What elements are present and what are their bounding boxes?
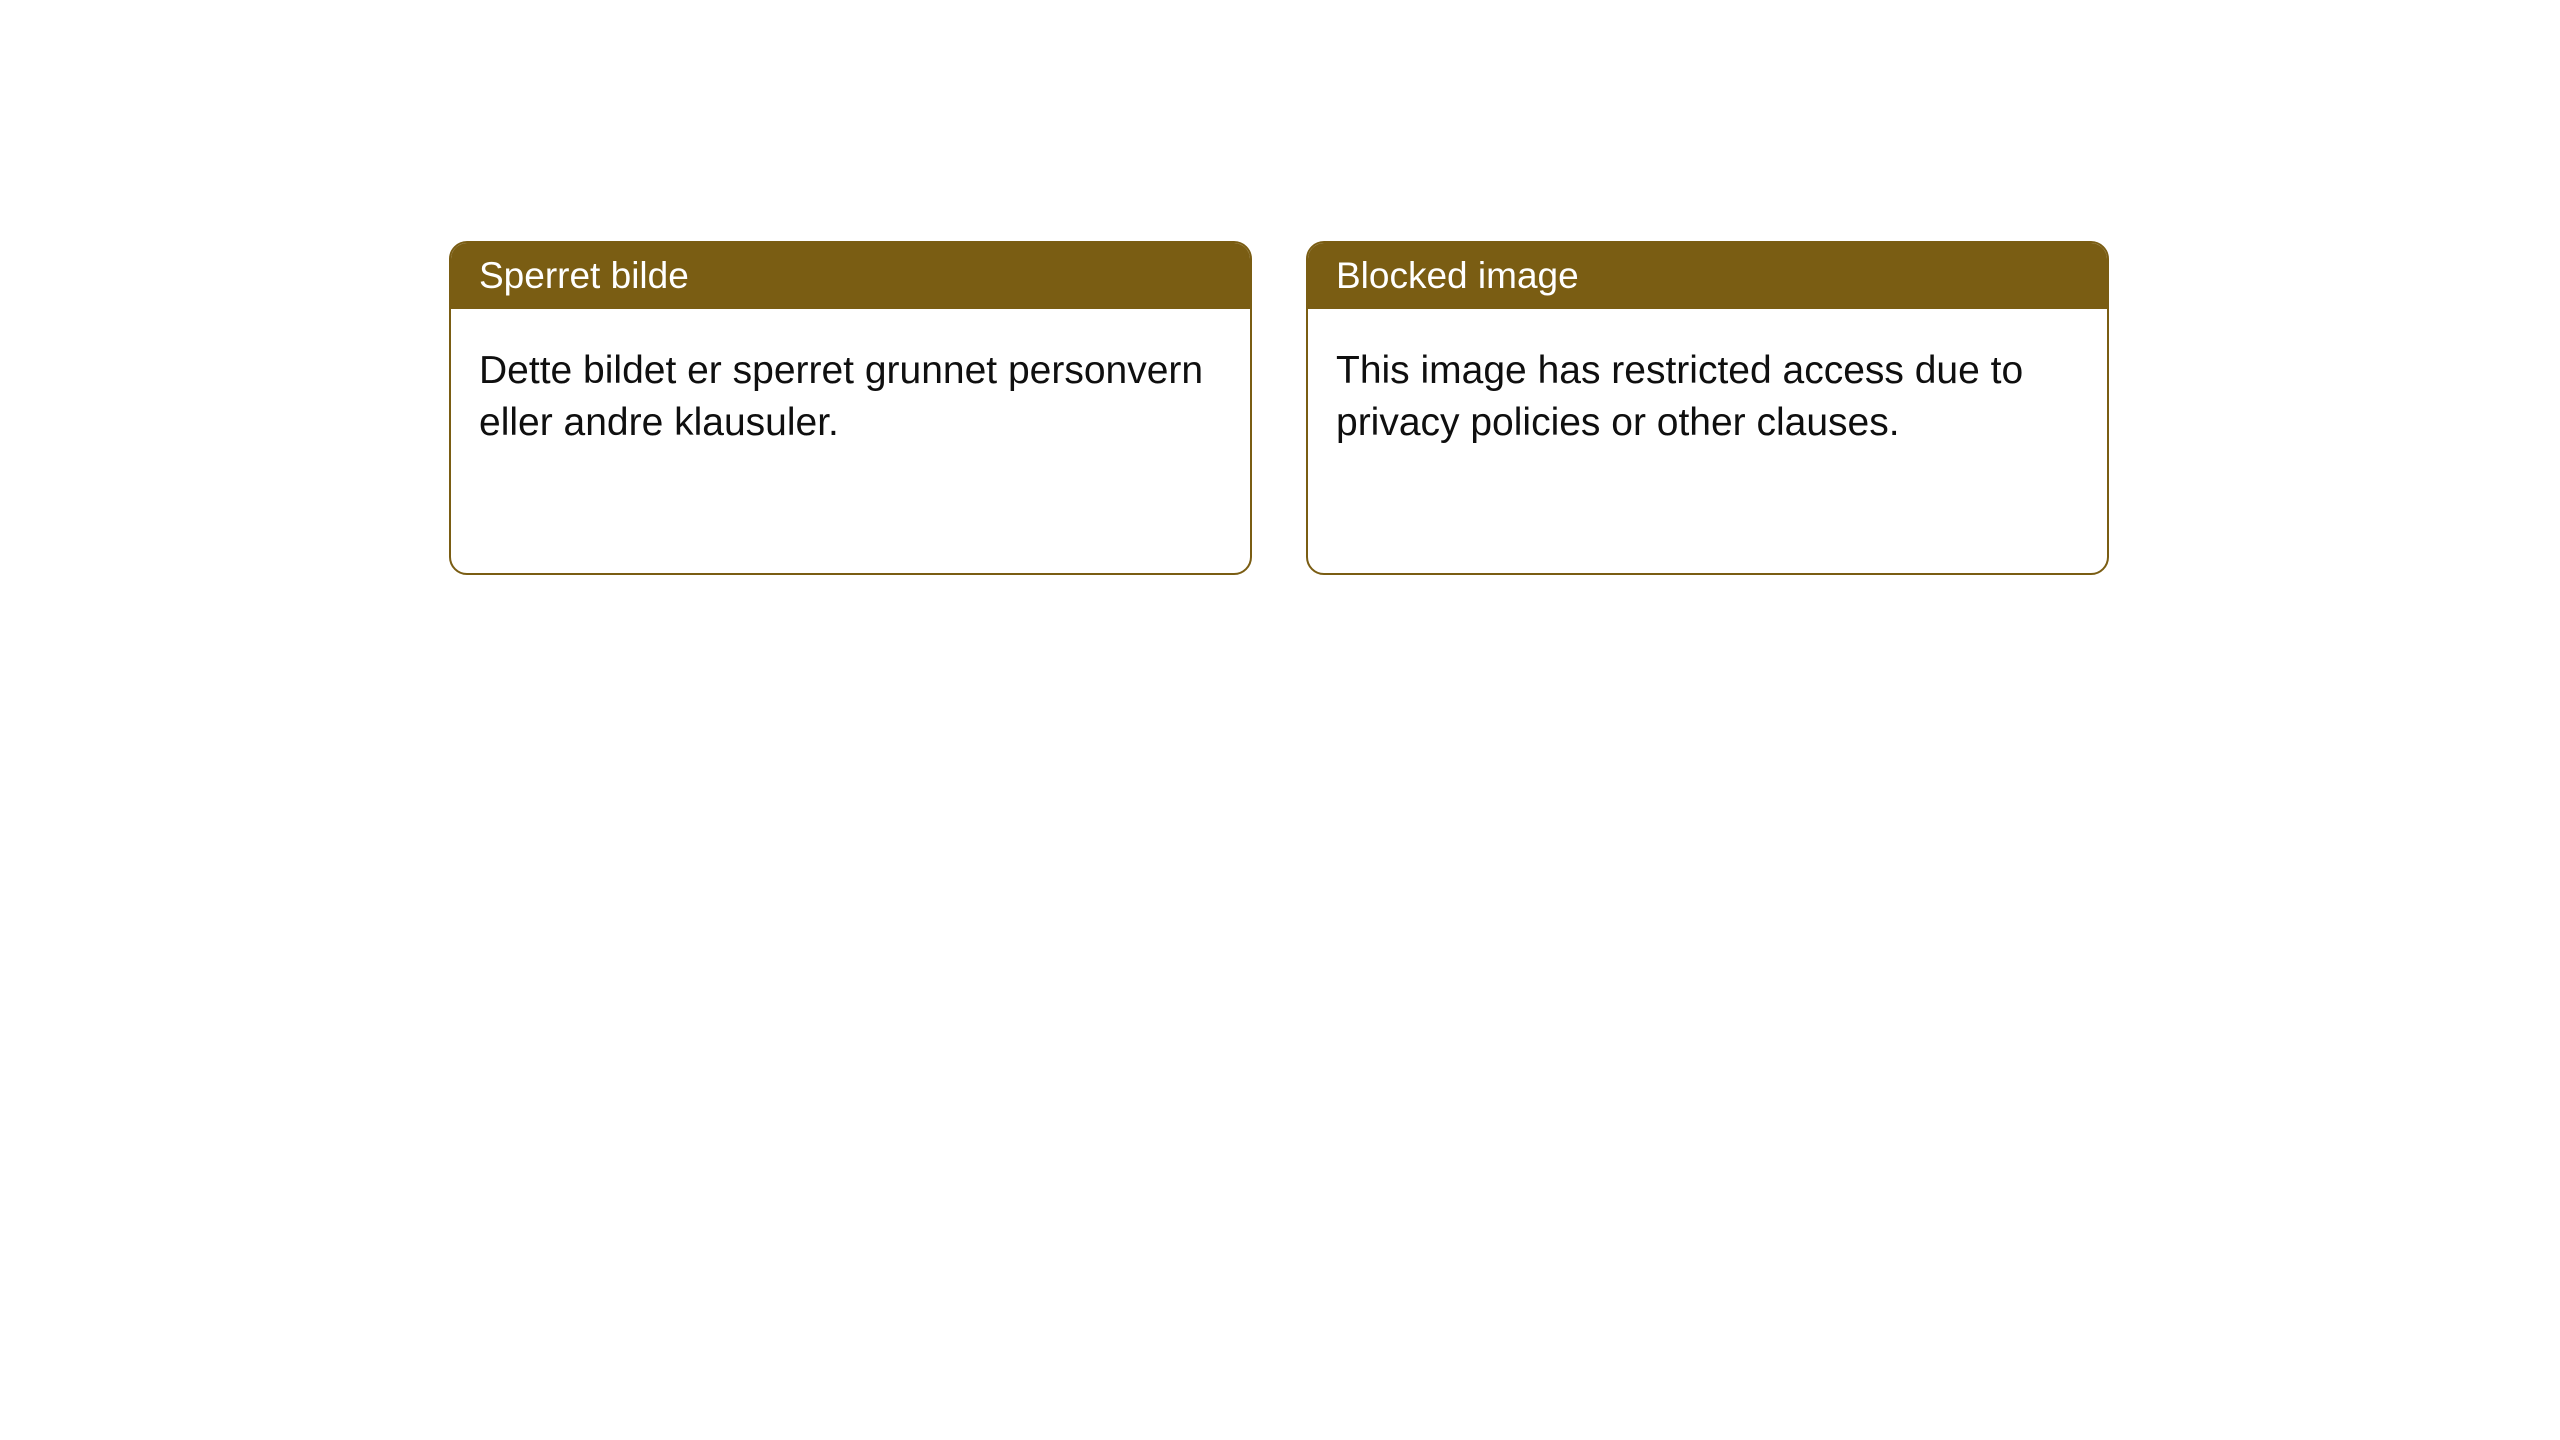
notice-header-text: Blocked image	[1336, 255, 1579, 296]
notice-body-text: This image has restricted access due to …	[1336, 349, 2023, 444]
notice-body-text: Dette bildet er sperret grunnet personve…	[479, 349, 1203, 444]
notice-header: Sperret bilde	[451, 243, 1250, 309]
notice-header-text: Sperret bilde	[479, 255, 689, 296]
notice-container: Sperret bilde Dette bildet er sperret gr…	[0, 0, 2560, 575]
notice-body: This image has restricted access due to …	[1308, 309, 2107, 486]
notice-body: Dette bildet er sperret grunnet personve…	[451, 309, 1250, 486]
notice-card-english: Blocked image This image has restricted …	[1306, 241, 2109, 575]
notice-card-norwegian: Sperret bilde Dette bildet er sperret gr…	[449, 241, 1252, 575]
notice-header: Blocked image	[1308, 243, 2107, 309]
